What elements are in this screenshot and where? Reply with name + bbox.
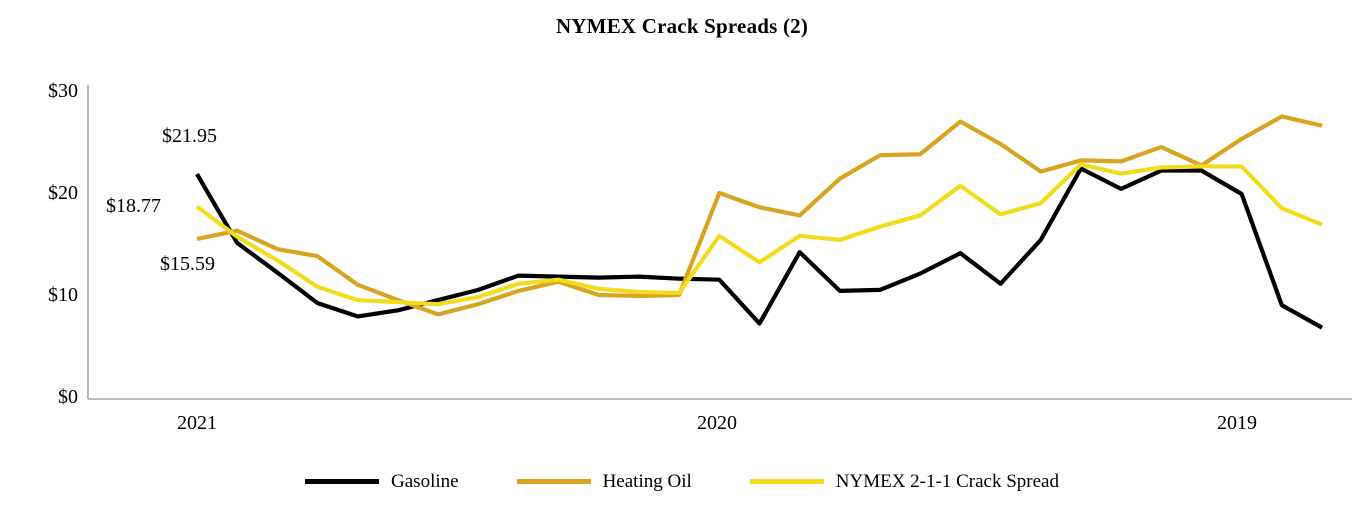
data-point-label-gasoline: $21.95 bbox=[162, 125, 217, 147]
y-axis-tick-label: $10 bbox=[48, 284, 78, 306]
x-axis-tick-label: 2021 bbox=[177, 412, 217, 434]
chart-title: NYMEX Crack Spreads (2) bbox=[555, 14, 809, 38]
series-lines bbox=[195, 114, 1324, 330]
legend-swatch-icon bbox=[749, 479, 824, 484]
x-axis-tick-label: 2020 bbox=[697, 412, 737, 434]
legend-item-gasoline[interactable]: Gasoline bbox=[305, 472, 459, 491]
series-line bbox=[196, 114, 1323, 317]
data-point-label-heating-oil: $15.59 bbox=[160, 253, 215, 275]
series-line bbox=[195, 166, 1324, 330]
y-axis-tick-label: $20 bbox=[48, 182, 78, 204]
legend-label: NYMEX 2-1-1 Crack Spread bbox=[835, 471, 1059, 492]
legend-label: Heating Oil bbox=[602, 471, 692, 492]
chart-legend: Gasoline Heating Oil NYMEX 2-1-1 Crack S… bbox=[0, 472, 1364, 491]
y-axis-tick-label: $30 bbox=[48, 80, 78, 102]
legend-label: Gasoline bbox=[391, 471, 459, 492]
legend-swatch-icon bbox=[516, 479, 591, 484]
x-axis-tick-label: 2019 bbox=[1217, 412, 1257, 434]
series-line bbox=[195, 162, 1323, 307]
legend-item-heating-oil[interactable]: Heating Oil bbox=[516, 471, 692, 492]
y-axis-tick-label: $0 bbox=[58, 386, 78, 408]
legend-swatch-icon bbox=[305, 479, 380, 484]
legend-item-crack-spread[interactable]: NYMEX 2-1-1 Crack Spread bbox=[749, 471, 1059, 492]
data-point-label-crack-spread: $18.77 bbox=[106, 195, 161, 217]
